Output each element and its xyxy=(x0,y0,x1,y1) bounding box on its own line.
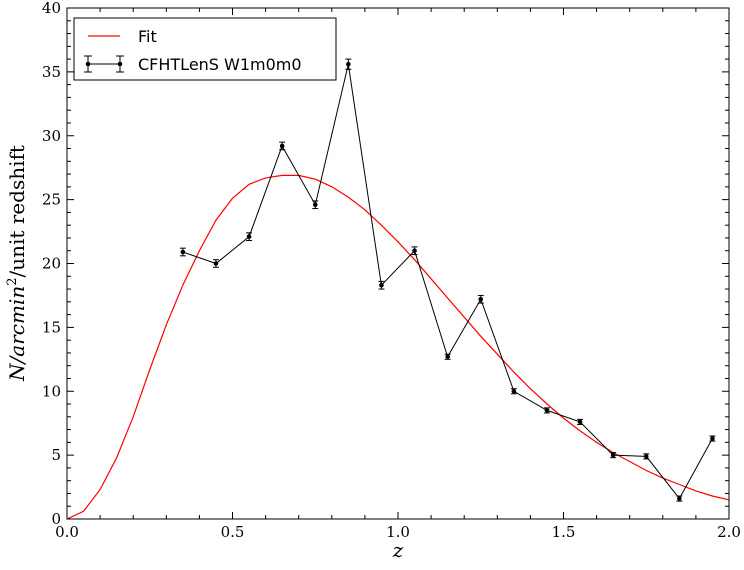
data-point xyxy=(676,495,683,502)
y-tick-label: 15 xyxy=(42,318,61,336)
data-marker xyxy=(346,61,351,67)
tick-labels-layer: 0.0 0.5 1.0 1.5 2.0 0 5 10 15 20 25 30 35 40 xyxy=(42,0,741,541)
data-point xyxy=(543,407,550,414)
ticks-layer xyxy=(66,7,730,520)
data-point xyxy=(212,259,219,268)
data-marker xyxy=(610,452,616,458)
legend: Fit CFHTLenS W1m0m0 xyxy=(73,17,337,81)
y-tick-label: 30 xyxy=(42,127,61,145)
legend-data-swatch xyxy=(84,55,124,73)
data-marker xyxy=(544,408,550,413)
data-marker xyxy=(246,234,252,239)
data-point xyxy=(477,294,484,304)
data-point xyxy=(610,452,617,459)
x-axis-label: z xyxy=(392,538,404,562)
data-point xyxy=(312,200,319,210)
data-marker xyxy=(710,436,715,441)
y-axis-label-sup: 2 xyxy=(5,278,20,286)
data-marker xyxy=(677,496,682,501)
y-axis-label-main: N/arcmin xyxy=(5,286,29,382)
data-marker xyxy=(445,354,450,360)
data-point xyxy=(510,388,517,395)
data-point xyxy=(709,435,716,442)
y-axis-label: N/arcmin2/unit redshift xyxy=(5,145,29,382)
data-point xyxy=(577,418,584,425)
data-marker xyxy=(213,261,219,266)
data-point xyxy=(444,353,451,360)
data-point xyxy=(345,58,352,70)
y-tick-label: 25 xyxy=(42,191,61,209)
legend-data-label: CFHTLenS W1m0m0 xyxy=(138,55,302,74)
legend-fit-label: Fit xyxy=(138,27,157,46)
data-marker xyxy=(577,419,583,425)
data-marker xyxy=(478,296,484,302)
y-tick-label: 35 xyxy=(42,63,61,81)
data-point xyxy=(643,453,650,460)
data-marker xyxy=(180,249,186,255)
x-tick-label: 1.0 xyxy=(386,523,410,541)
y-tick-label: 5 xyxy=(51,446,61,464)
y-tick-label: 0 xyxy=(51,510,61,528)
data-point xyxy=(179,247,186,257)
y-tick-label: 20 xyxy=(42,255,61,273)
x-tick-label: 2.0 xyxy=(717,523,741,541)
data-point xyxy=(246,232,253,242)
data-point xyxy=(279,141,286,151)
data-marker xyxy=(511,388,517,394)
x-tick-label: 1.5 xyxy=(552,523,576,541)
data-marker xyxy=(643,454,649,459)
data-marker xyxy=(379,282,384,288)
plot-background xyxy=(67,8,729,519)
y-tick-label: 10 xyxy=(42,382,61,400)
data-marker xyxy=(412,248,417,254)
y-axis-label-tail: /unit redshift xyxy=(5,145,29,277)
data-marker xyxy=(279,143,285,149)
y-tick-label: 40 xyxy=(42,0,61,17)
data-point xyxy=(378,280,385,290)
legend-box xyxy=(73,17,337,81)
data-layer xyxy=(179,58,716,502)
data-marker xyxy=(312,202,318,208)
x-tick-label: 0.0 xyxy=(55,523,79,541)
x-tick-label: 0.5 xyxy=(221,523,245,541)
data-point xyxy=(411,246,418,256)
